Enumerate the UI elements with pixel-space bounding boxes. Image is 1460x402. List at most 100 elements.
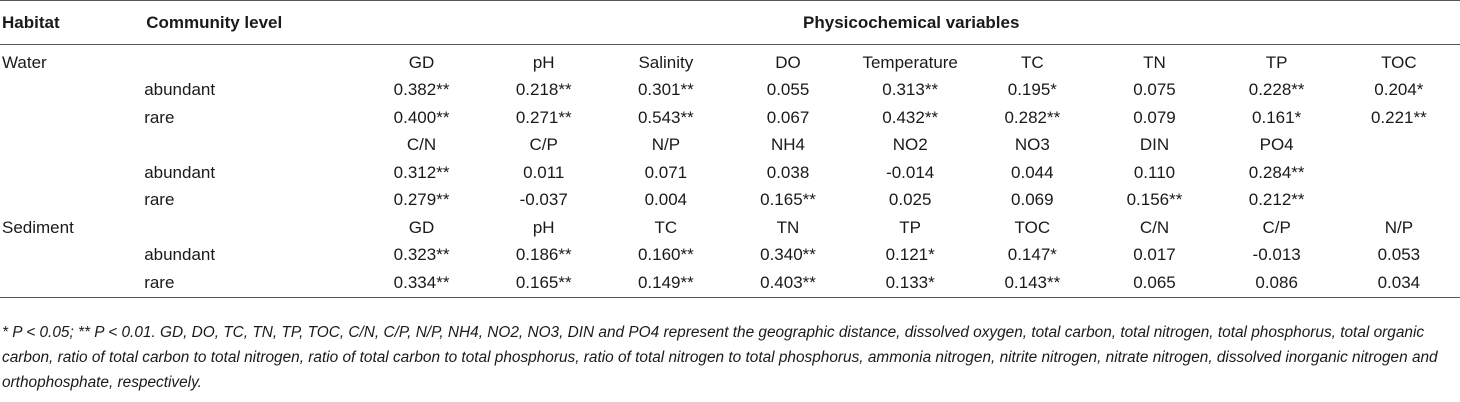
value-cell: 0.149** xyxy=(637,272,694,292)
value-cell: NO2 xyxy=(892,135,928,155)
value-cell: 0.011 xyxy=(523,162,565,182)
value-cell: 0.025 xyxy=(888,190,932,210)
community-level-cell: rare xyxy=(144,272,175,292)
value-cell: N/P xyxy=(1384,217,1414,237)
value-cell xyxy=(1338,132,1460,160)
value-cell: 0.079 xyxy=(1133,107,1176,127)
physicochemical-variables-header: Physicochemical variables xyxy=(803,12,1020,32)
value-cell: NO3 xyxy=(1014,135,1050,155)
value-cell: 0.340** xyxy=(760,245,816,265)
community-level-cell: abundant xyxy=(144,245,216,265)
table-row: rare 0.400** 0.271** 0.543** 0.067 0.432** 0.2… xyxy=(0,104,1460,132)
table-row: Water GD pH Salinity DO Temperature TC TN TP TOC xyxy=(0,45,1460,77)
value-cell: 0.312** xyxy=(393,162,450,182)
value-cell: TP xyxy=(899,217,922,237)
value-cell: 0.400** xyxy=(393,107,450,127)
value-cell: TOC xyxy=(1381,52,1417,72)
value-cell: 0.086 xyxy=(1255,272,1298,292)
value-cell: -0.013 xyxy=(1252,245,1301,265)
value-cell: C/N xyxy=(1139,217,1170,237)
habitat-cell xyxy=(0,132,144,160)
value-cell: 0.165** xyxy=(515,272,572,292)
value-cell: 0.156** xyxy=(1126,190,1183,210)
table-row: abundant 0.323** 0.186** 0.160** 0.340** 0.12… xyxy=(0,242,1460,270)
habitat-cell xyxy=(0,187,144,215)
community-level-header: Community level xyxy=(146,12,283,32)
value-cell: 0.038 xyxy=(766,162,810,182)
community-level-cell: abundant xyxy=(144,162,216,182)
value-cell: C/P xyxy=(529,135,558,155)
value-cell: 0.221** xyxy=(1370,107,1427,127)
value-cell: TN xyxy=(1143,52,1166,72)
value-cell: 0.121* xyxy=(885,245,935,265)
value-cell: 0.034 xyxy=(1377,272,1421,292)
value-cell: PO4 xyxy=(1259,135,1294,155)
value-cell: 0.204* xyxy=(1374,80,1424,100)
habitat-cell xyxy=(0,269,144,297)
value-cell: -0.014 xyxy=(886,162,935,182)
value-cell: 0.071 xyxy=(644,162,688,182)
value-cell: DO xyxy=(775,52,801,72)
value-cell: 0.403** xyxy=(760,272,816,292)
value-cell xyxy=(1338,159,1460,187)
value-cell: 0.282** xyxy=(1004,107,1061,127)
habitat-cell xyxy=(0,159,144,187)
table-row: Sediment GD pH TC TN TP TOC C/N C/P N/P xyxy=(0,214,1460,242)
value-cell: 0.382** xyxy=(393,80,450,100)
value-cell: 0.212** xyxy=(1248,190,1305,210)
table-row: rare 0.334** 0.165** 0.149** 0.403** 0.133* 0.… xyxy=(0,269,1460,297)
value-cell: Temperature xyxy=(862,52,958,72)
habitat-cell xyxy=(0,242,144,270)
value-cell: 0.160** xyxy=(637,245,694,265)
value-cell: Salinity xyxy=(638,52,694,72)
value-cell: 0.432** xyxy=(882,107,939,127)
value-cell: 0.004 xyxy=(644,190,688,210)
value-cell: 0.133* xyxy=(885,272,935,292)
value-cell: TN xyxy=(776,217,800,237)
community-level-cell xyxy=(144,214,360,242)
value-cell: 0.044 xyxy=(1011,162,1054,182)
value-cell: 0.284** xyxy=(1248,162,1305,182)
value-cell: 0.147* xyxy=(1007,245,1057,265)
table-row: abundant 0.382** 0.218** 0.301** 0.055 0.313*… xyxy=(0,77,1460,105)
table-row: C/N C/P N/P NH4 NO2 NO3 DIN PO4 xyxy=(0,132,1460,160)
value-cell: 0.218** xyxy=(515,80,572,100)
table-body: Water GD pH Salinity DO Temperature TC TN TP TOC a… xyxy=(0,45,1460,297)
value-cell: 0.067 xyxy=(766,107,810,127)
value-cell: 0.228** xyxy=(1248,80,1305,100)
table-header-row: Habitat Community level Physicochemical … xyxy=(0,0,1460,45)
value-cell: 0.165** xyxy=(760,190,816,210)
habitat-cell: Water xyxy=(2,52,47,72)
value-cell: 0.143** xyxy=(1004,272,1061,292)
value-cell: 0.543** xyxy=(637,107,694,127)
value-cell: GD xyxy=(408,217,435,237)
value-cell: DIN xyxy=(1139,135,1170,155)
value-cell: NH4 xyxy=(771,135,806,155)
value-cell: 0.279** xyxy=(393,190,450,210)
value-cell: TP xyxy=(1265,52,1288,72)
value-cell: 0.075 xyxy=(1133,80,1176,100)
value-cell: TOC xyxy=(1014,217,1051,237)
value-cell: TC xyxy=(1020,52,1044,72)
table-footnote: * P < 0.05; ** P < 0.01. GD, DO, TC, TN,… xyxy=(2,324,1438,391)
table-row: abundant 0.312** 0.011 0.071 0.038 -0.014 0.04… xyxy=(0,159,1460,187)
correlation-table: Habitat Community level Physicochemical … xyxy=(0,0,1460,297)
value-cell: 0.069 xyxy=(1011,190,1054,210)
habitat-header: Habitat xyxy=(2,12,60,32)
value-cell: 0.017 xyxy=(1133,245,1176,265)
value-cell: 0.271** xyxy=(515,107,572,127)
value-cell: -0.037 xyxy=(519,190,568,210)
community-level-cell: rare xyxy=(144,107,175,127)
value-cell: C/P xyxy=(1262,217,1291,237)
community-level-cell: rare xyxy=(144,190,175,210)
value-cell: 0.301** xyxy=(637,80,694,100)
value-cell: TC xyxy=(654,217,678,237)
value-cell: 0.055 xyxy=(766,80,810,100)
value-cell: 0.161* xyxy=(1252,107,1302,127)
table-row: rare 0.279** -0.037 0.004 0.165** 0.025 0.069 0… xyxy=(0,187,1460,215)
value-cell: pH xyxy=(532,217,555,237)
value-cell: GD xyxy=(408,52,435,72)
value-cell: 0.110 xyxy=(1133,162,1176,182)
habitat-cell xyxy=(0,77,144,105)
